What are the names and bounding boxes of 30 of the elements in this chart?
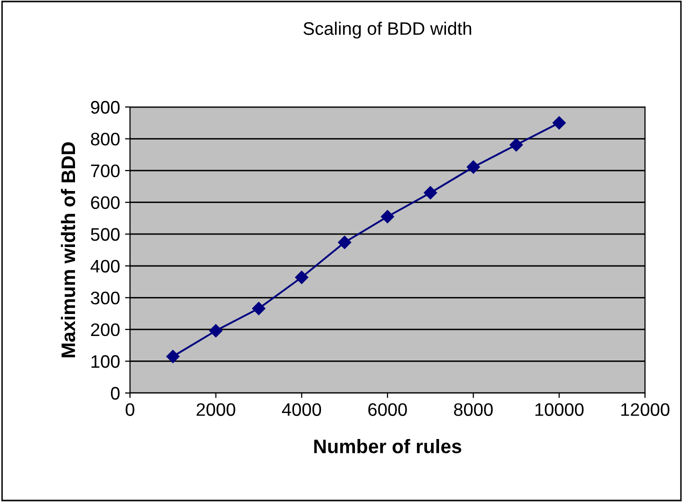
point: [209, 324, 222, 338]
y-tick-label: 0: [110, 386, 120, 400]
point: [510, 138, 523, 152]
point: [466, 160, 480, 174]
x-tick-label: 12000: [621, 403, 670, 416]
chart-title: Scaling of BDD width: [304, 22, 472, 39]
x-tick-label: 8000: [454, 403, 493, 416]
x-axis-title: Number of rules: [314, 439, 462, 454]
x-tick-label: 2000: [196, 403, 236, 416]
y-tick-label: 300: [90, 292, 120, 304]
point: [380, 210, 394, 224]
y-tick-label: 800: [90, 132, 120, 146]
x-tick-label: 4000: [282, 403, 322, 416]
y-tick-label: 500: [90, 228, 120, 241]
point: [424, 186, 438, 200]
x-tick-label: 6000: [368, 403, 407, 416]
y-tick-label: 900: [91, 100, 120, 114]
y-tick-label: 600: [91, 196, 120, 210]
x-tick-label: 0: [126, 403, 134, 416]
point: [252, 302, 266, 316]
x-tick-label: 10000: [535, 403, 584, 416]
point: [295, 270, 308, 284]
y-tick-label: 100: [92, 355, 120, 368]
y-axis-title: Maximum width of BDD: [60, 142, 76, 358]
point: [166, 350, 180, 364]
y-tick-label: 400: [90, 260, 120, 273]
point: [338, 236, 352, 249]
y-tick-label: 200: [91, 323, 120, 336]
point: [552, 116, 566, 130]
y-tick-label: 700: [91, 164, 120, 178]
